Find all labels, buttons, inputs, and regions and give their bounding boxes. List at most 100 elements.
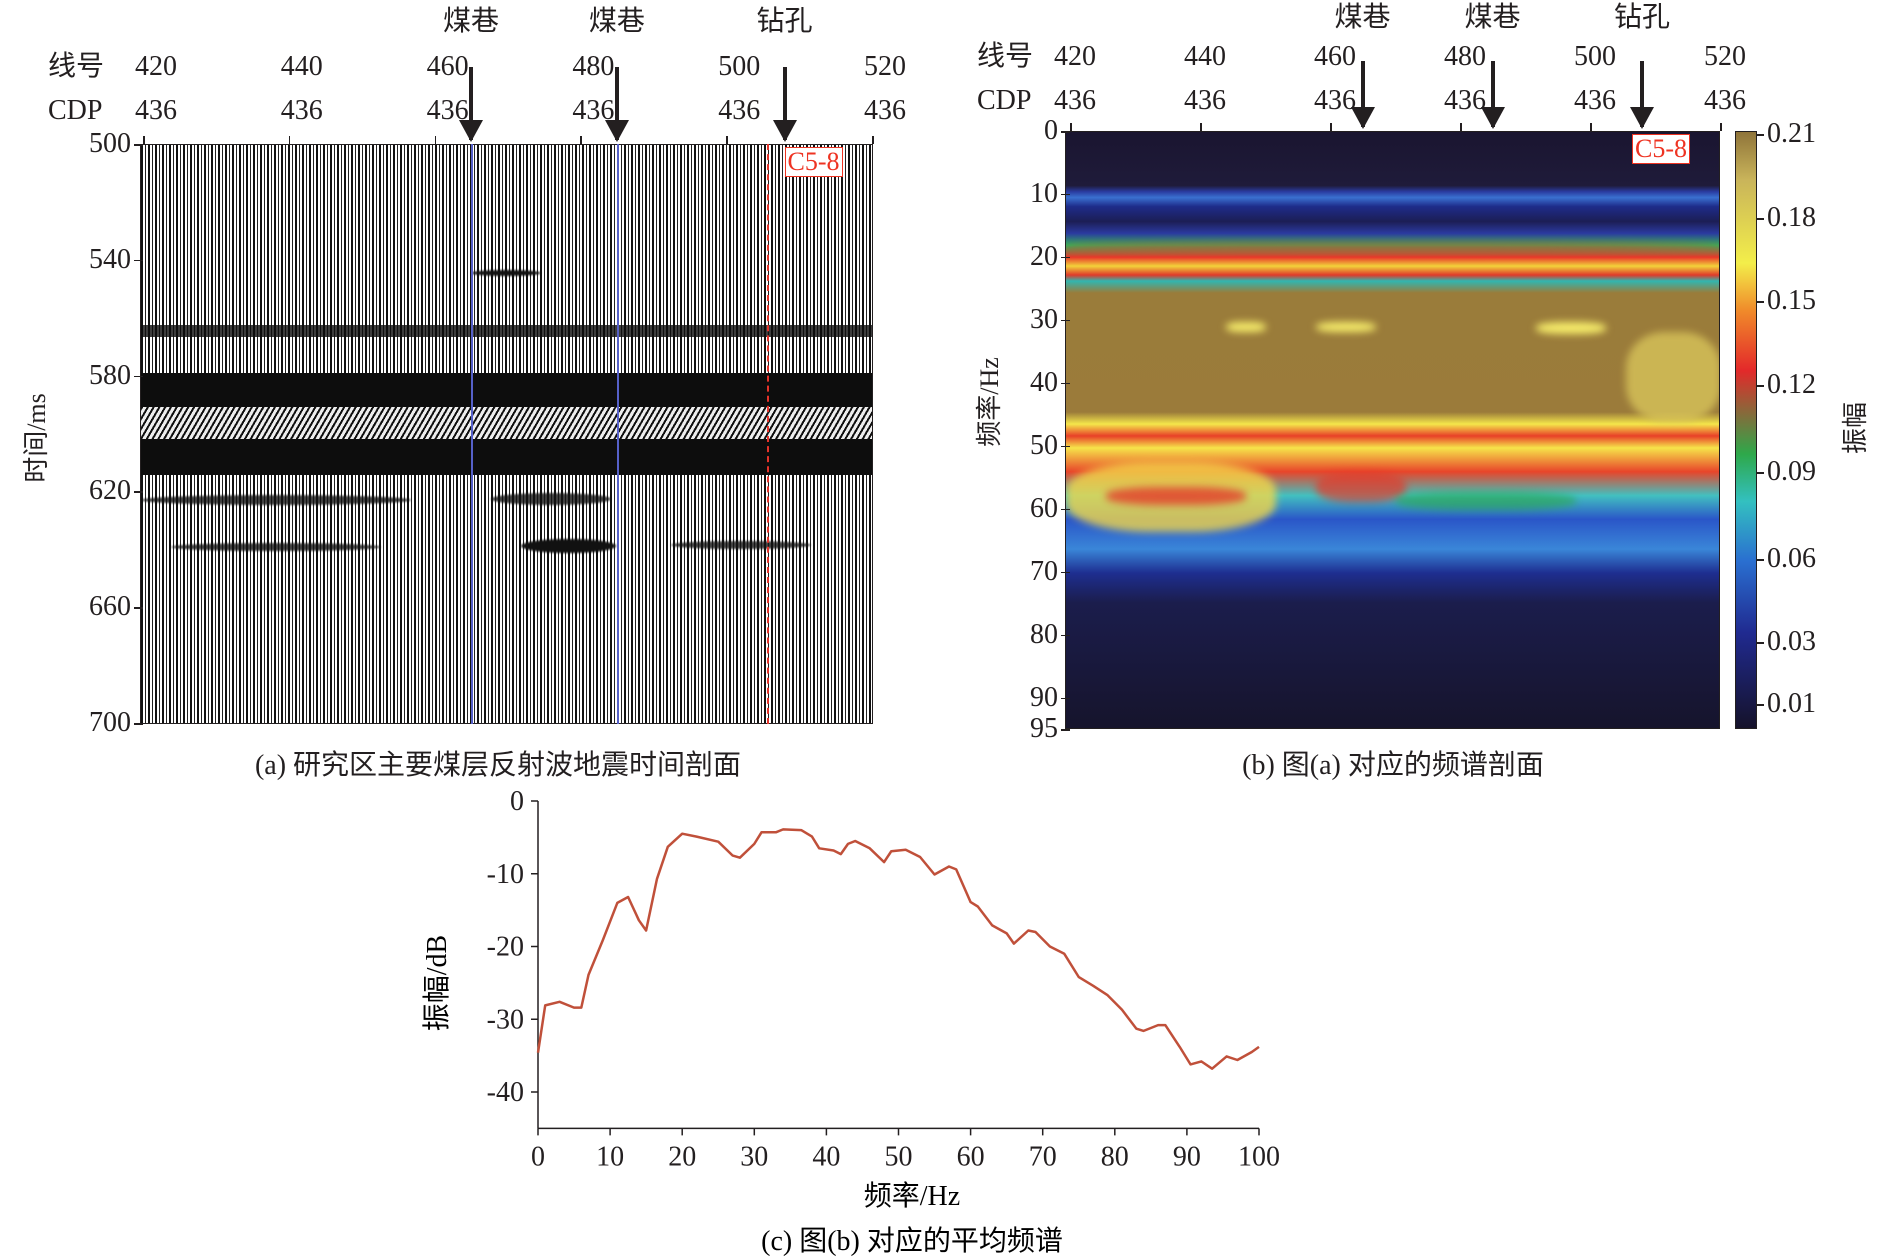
marker-label: 煤巷 — [443, 6, 500, 37]
x-tick-label: 20 — [668, 1141, 696, 1172]
x-tick — [434, 136, 437, 144]
x-tick-label: 60 — [957, 1141, 985, 1172]
cdp-number-label: 436 — [280, 95, 323, 126]
y-tick-label: 0 — [510, 786, 524, 817]
cdp-number-label: 436 — [1444, 85, 1486, 116]
y-tick — [134, 491, 143, 493]
colorbar-tick-label: 0.03 — [1767, 626, 1816, 657]
x-tick — [580, 136, 582, 144]
y-tick — [134, 607, 143, 609]
roadway-line — [616, 144, 619, 724]
y-tick — [1061, 729, 1070, 731]
y-tick — [1061, 634, 1070, 637]
colorbar-label: 振幅 — [1841, 401, 1870, 455]
y-tick — [1061, 508, 1070, 511]
x-tick — [143, 136, 145, 144]
x-tick-label: 40 — [812, 1141, 840, 1172]
colorbar-tick-label: 0.15 — [1767, 285, 1816, 316]
borehole-dashed-line — [766, 144, 771, 724]
y-tick-label: 30 — [1030, 303, 1058, 335]
y-tick — [1061, 445, 1070, 448]
x-tick-label: 10 — [596, 1141, 624, 1172]
y-tick — [1061, 256, 1070, 259]
y-tick-label: 60 — [1030, 492, 1058, 524]
y-tick — [1061, 131, 1070, 133]
roadway-arrow-icon — [1480, 61, 1505, 129]
y-tick-label: 70 — [1030, 555, 1058, 587]
x-tick — [1720, 123, 1722, 131]
y-tick-label: -40 — [487, 1077, 524, 1108]
cdp-number-label: 436 — [1574, 85, 1616, 116]
line-number-label: 520 — [1704, 41, 1746, 72]
marker-label: 钻孔 — [1613, 2, 1671, 33]
line-number-label: 420 — [135, 51, 177, 82]
frequency-spectrum-section — [1065, 131, 1720, 729]
cdp-number-label: 436 — [1184, 85, 1226, 116]
panel-a-row1-label: 线号 — [48, 51, 105, 82]
colorbar-tick — [1757, 559, 1764, 561]
colorbar-tick — [1757, 385, 1764, 387]
roadway-arrow-icon — [604, 67, 629, 142]
borehole-arrow-icon — [772, 67, 797, 142]
cdp-number-label: 436 — [572, 95, 615, 126]
panel-b-row2-label: CDP — [977, 85, 1032, 116]
colorbar-tick-label: 0.18 — [1767, 202, 1816, 233]
borehole-arrow-icon — [1630, 61, 1654, 129]
y-tick-label: 660 — [89, 591, 131, 623]
panel-b-row1-label: 线号 — [977, 41, 1034, 72]
y-tick — [1061, 571, 1070, 574]
average-spectrum-line — [536, 828, 1260, 1070]
y-tick-label: 20 — [1030, 240, 1058, 272]
cdp-number-label: 436 — [426, 95, 469, 126]
y-tick — [1061, 697, 1070, 700]
coal-seam-lower-reflection — [141, 439, 872, 475]
y-tick — [1061, 193, 1070, 196]
y-tick-label: 620 — [89, 475, 131, 507]
y-tick-label: 50 — [1030, 429, 1058, 461]
x-tick-label: 0 — [531, 1141, 545, 1172]
y-tick — [1061, 319, 1070, 322]
marker-label: 钻孔 — [756, 6, 813, 37]
spectrum-caption: (b) 图(a) 对应的频谱剖面 — [1242, 750, 1544, 781]
y-tick-label: 540 — [89, 243, 131, 275]
x-tick — [726, 136, 728, 144]
line-number-label: 460 — [1314, 41, 1356, 72]
x-tick — [288, 136, 291, 144]
marker-label: 煤巷 — [1334, 2, 1391, 33]
line-number-label: 440 — [1184, 41, 1226, 72]
chart-x-axis-label: 频率/Hz — [864, 1180, 960, 1212]
well-label-box: C5-8 — [1632, 134, 1690, 164]
line-number-label: 480 — [1444, 41, 1486, 72]
x-tick-label: 90 — [1173, 1141, 1201, 1172]
x-tick — [1460, 123, 1462, 131]
y-tick-label: 700 — [89, 707, 131, 738]
colorbar-tick — [1757, 472, 1764, 474]
y-tick — [1061, 382, 1070, 385]
y-tick — [134, 144, 143, 146]
cdp-number-label: 436 — [1054, 85, 1096, 116]
y-tick-label: 95 — [1030, 713, 1058, 744]
line-number-label: 460 — [426, 51, 469, 82]
y-tick-label: -20 — [487, 932, 524, 963]
y-tick-label: 90 — [1030, 681, 1058, 713]
chart-axes: 0 10 20 30 40 50 60 70 80 90 100 0 -10 -20 -30 -40 — [487, 786, 1280, 1172]
y-tick — [134, 723, 143, 725]
roadway-line — [471, 144, 474, 724]
chart-y-axis-label: 振幅/dB — [421, 935, 453, 1031]
x-tick — [872, 136, 874, 144]
roadway-arrow-icon — [459, 67, 484, 142]
x-tick-label: 30 — [740, 1141, 768, 1172]
cdp-number-label: 436 — [1314, 85, 1356, 116]
y-tick-label: 580 — [89, 359, 131, 391]
line-number-label: 500 — [718, 51, 761, 82]
colorbar-tick — [1757, 218, 1764, 220]
chart-title: (c) 图(b) 对应的平均频谱 — [761, 1225, 1063, 1257]
x-tick-label: 50 — [885, 1141, 913, 1172]
x-tick — [1200, 123, 1202, 131]
x-tick — [1070, 123, 1072, 131]
y-tick-label: 0 — [1044, 115, 1058, 146]
colorbar-tick — [1757, 134, 1764, 136]
colorbar-tick — [1757, 704, 1764, 706]
seismic-caption: (a) 研究区主要煤层反射波地震时间剖面 — [254, 750, 742, 781]
y-tick-label: -10 — [487, 859, 524, 890]
